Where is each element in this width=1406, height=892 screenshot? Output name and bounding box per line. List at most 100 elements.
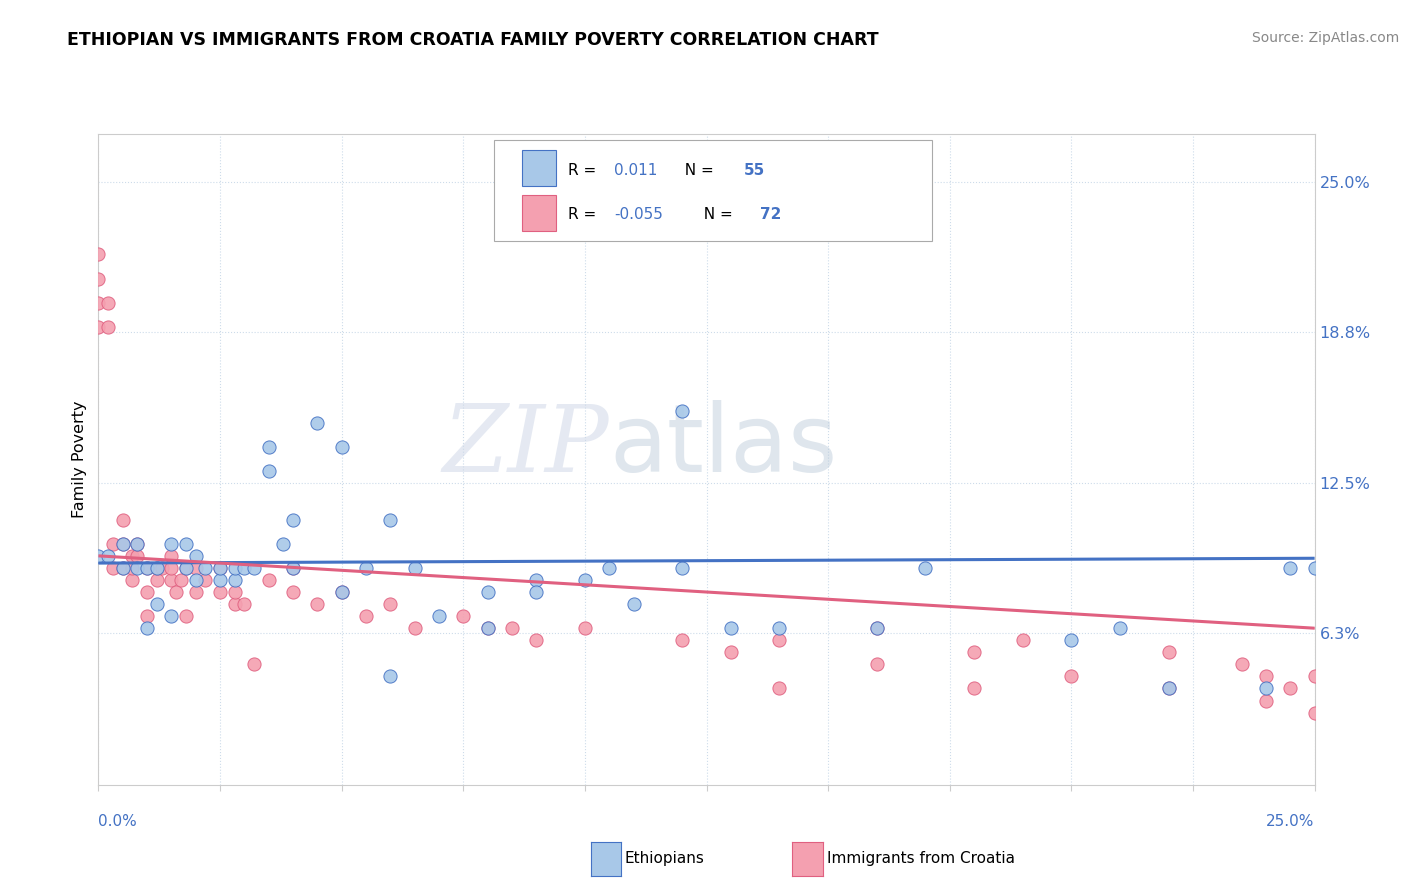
Point	[1060, 669, 1083, 683]
Point	[671, 633, 693, 648]
Point	[136, 585, 159, 599]
Point	[866, 657, 889, 672]
Point	[671, 404, 693, 418]
Point	[160, 537, 183, 551]
Point	[1109, 621, 1132, 635]
Point	[174, 561, 197, 575]
Point	[524, 573, 547, 587]
Point	[87, 295, 110, 310]
Point	[121, 561, 143, 575]
Text: Ethiopians: Ethiopians	[624, 852, 704, 866]
Text: N =: N =	[695, 207, 738, 222]
Point	[136, 561, 159, 575]
Point	[671, 561, 693, 575]
Point	[121, 573, 143, 587]
Point	[477, 585, 499, 599]
Point	[101, 537, 124, 551]
Point	[330, 585, 353, 599]
Point	[146, 597, 169, 611]
Point	[768, 621, 790, 635]
Point	[101, 561, 124, 575]
Point	[174, 537, 197, 551]
Point	[111, 537, 134, 551]
Point	[111, 537, 134, 551]
Point	[209, 585, 232, 599]
Point	[768, 681, 790, 696]
Point	[233, 597, 256, 611]
Point	[501, 621, 523, 635]
Point	[243, 561, 266, 575]
Point	[281, 513, 304, 527]
Point	[1254, 669, 1277, 683]
Point	[1279, 561, 1302, 575]
Point	[233, 561, 256, 575]
Point	[224, 597, 246, 611]
Y-axis label: Family Poverty: Family Poverty	[72, 401, 87, 518]
Point	[281, 561, 304, 575]
Point	[1254, 681, 1277, 696]
Text: 72: 72	[761, 207, 782, 222]
Point	[174, 561, 197, 575]
Point	[1400, 717, 1406, 731]
Point	[111, 561, 134, 575]
Point	[87, 549, 110, 563]
Text: 25.0%: 25.0%	[1267, 814, 1315, 829]
Point	[127, 561, 149, 575]
Point	[184, 549, 207, 563]
Point	[1353, 717, 1375, 731]
Point	[97, 295, 120, 310]
Point	[194, 561, 217, 575]
Point	[427, 609, 450, 624]
Point	[257, 440, 280, 454]
Bar	[522, 150, 555, 186]
Point	[1157, 681, 1180, 696]
Point	[1157, 645, 1180, 659]
Point	[209, 561, 232, 575]
Point	[136, 609, 159, 624]
Point	[165, 585, 187, 599]
Point	[224, 573, 246, 587]
Text: atlas: atlas	[609, 401, 838, 492]
Point	[146, 561, 169, 575]
Point	[354, 561, 377, 575]
Text: 55: 55	[744, 162, 765, 178]
Point	[97, 549, 120, 563]
Point	[136, 561, 159, 575]
Point	[866, 621, 889, 635]
Point	[380, 669, 402, 683]
Point	[257, 573, 280, 587]
Point	[1060, 633, 1083, 648]
Point	[477, 621, 499, 635]
Point	[307, 416, 329, 430]
Point	[1011, 633, 1033, 648]
Text: 0.011: 0.011	[614, 162, 658, 178]
Point	[598, 561, 620, 575]
Point	[224, 585, 246, 599]
Point	[146, 561, 169, 575]
Point	[87, 247, 110, 261]
Point	[184, 585, 207, 599]
Point	[1303, 561, 1326, 575]
Point	[720, 621, 742, 635]
Point	[160, 561, 183, 575]
Point	[330, 585, 353, 599]
Text: R =: R =	[568, 207, 600, 222]
Point	[97, 319, 120, 334]
Point	[720, 645, 742, 659]
Text: Source: ZipAtlas.com: Source: ZipAtlas.com	[1251, 31, 1399, 45]
Point	[127, 537, 149, 551]
Point	[281, 561, 304, 575]
FancyBboxPatch shape	[494, 140, 932, 241]
Point	[111, 561, 134, 575]
Point	[524, 633, 547, 648]
Point	[127, 549, 149, 563]
Point	[87, 271, 110, 285]
Point	[380, 513, 402, 527]
Point	[1303, 669, 1326, 683]
Point	[281, 585, 304, 599]
Point	[184, 573, 207, 587]
Point	[111, 513, 134, 527]
Point	[150, 561, 173, 575]
Point	[477, 621, 499, 635]
Point	[174, 609, 197, 624]
